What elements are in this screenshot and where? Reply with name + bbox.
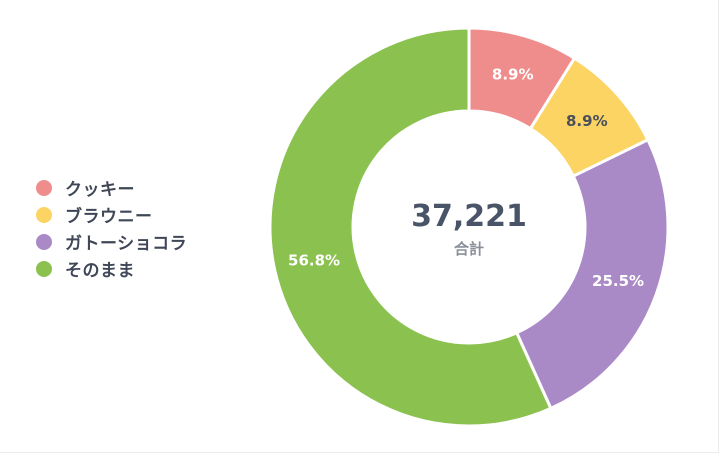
legend-swatch: [36, 260, 52, 277]
legend: クッキー ブラウニー ガトーショコラ そのまま: [36, 174, 187, 282]
total-value: 37,221: [411, 199, 527, 234]
slice-gateau-chocolat[interactable]: [515, 138, 670, 410]
legend-item-cookie[interactable]: クッキー: [36, 174, 187, 201]
legend-swatch: [36, 233, 52, 250]
slice-labels: 8.9% 8.9% 25.5% 56.8%: [288, 66, 644, 290]
slice-label: 56.8%: [288, 251, 340, 269]
legend-swatch: [36, 206, 52, 223]
slice-label: 8.9%: [492, 66, 534, 84]
legend-label: ガトーショコラ: [65, 234, 188, 254]
total-label: 合計: [453, 240, 484, 258]
slice-label: 25.5%: [592, 272, 644, 290]
slice-plain[interactable]: [268, 26, 553, 428]
legend-label: そのまま: [65, 261, 135, 281]
legend-label: クッキー: [65, 180, 135, 200]
legend-item-plain[interactable]: そのまま: [36, 255, 187, 282]
legend-item-gateau-chocolat[interactable]: ガトーショコラ: [36, 228, 187, 255]
legend-swatch: [36, 179, 52, 196]
donut-slices: [268, 26, 670, 428]
legend-item-brownie[interactable]: ブラウニー: [36, 201, 187, 228]
legend-label: ブラウニー: [65, 207, 153, 227]
slice-label: 8.9%: [566, 112, 608, 130]
